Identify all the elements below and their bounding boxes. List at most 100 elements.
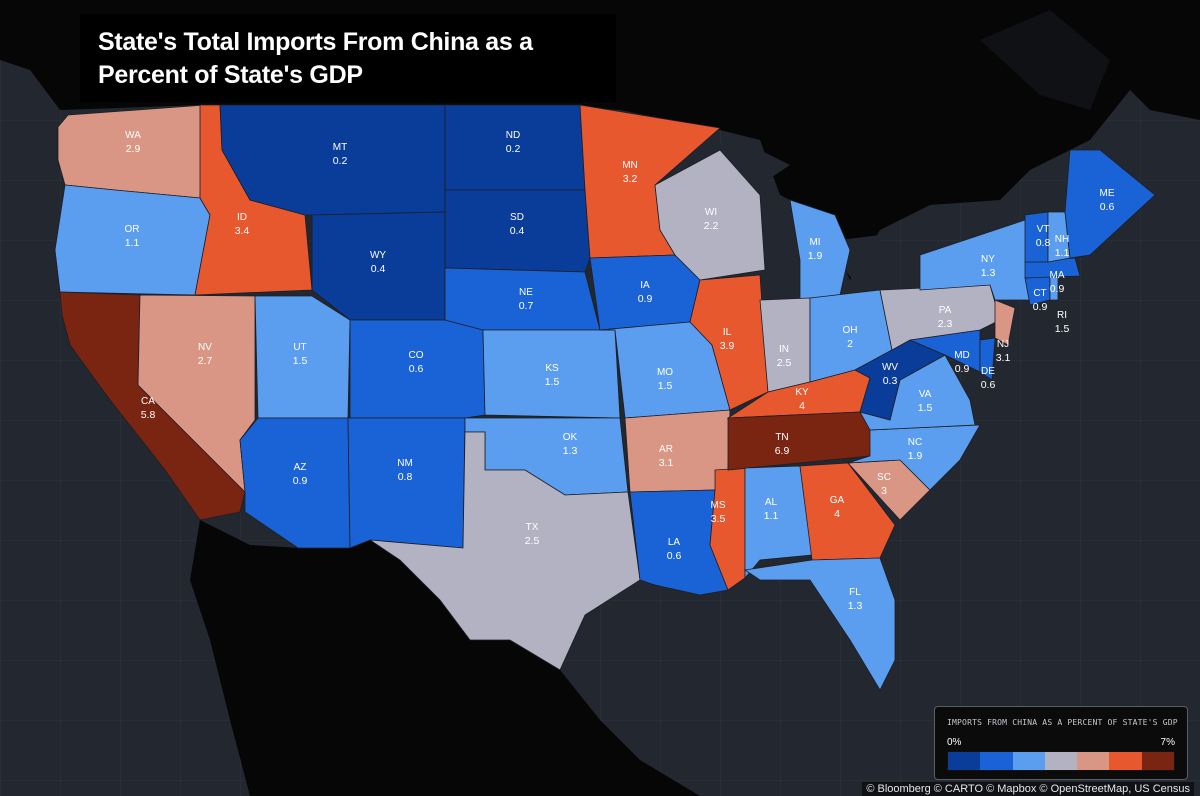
state-il[interactable] xyxy=(689,274,769,411)
state-code-label: NM xyxy=(397,458,413,469)
state-code-label: OR xyxy=(125,224,140,235)
map-attribution[interactable]: © Bloomberg © CARTO © Mapbox © OpenStree… xyxy=(862,782,1194,796)
legend-max-label: 7% xyxy=(1160,737,1175,748)
state-value-label: 0.2 xyxy=(506,143,521,155)
state-value-label: 0.8 xyxy=(398,471,413,483)
state-al[interactable] xyxy=(744,465,813,580)
state-nm[interactable] xyxy=(347,417,466,549)
state-code-label: AR xyxy=(659,444,673,455)
state-value-label: 1.5 xyxy=(918,402,933,414)
state-ut[interactable] xyxy=(254,295,351,419)
state-value-label: 0.9 xyxy=(955,363,970,375)
state-value-label: 0.4 xyxy=(510,225,525,237)
state-code-label: CT xyxy=(1033,288,1046,299)
state-code-label: MS xyxy=(711,500,726,511)
state-code-label: PA xyxy=(939,305,952,316)
state-value-label: 0.6 xyxy=(1100,201,1115,213)
state-fl[interactable] xyxy=(743,557,896,691)
state-ne[interactable] xyxy=(444,267,601,331)
state-code-label: IA xyxy=(640,280,650,291)
state-code-label: MD xyxy=(954,350,970,361)
state-ar[interactable] xyxy=(624,409,731,493)
state-me[interactable] xyxy=(1064,149,1156,259)
title-panel: State's Total Imports From China as a Pe… xyxy=(80,14,616,102)
state-value-label: 6.9 xyxy=(775,445,790,457)
state-code-label: RI xyxy=(1057,310,1067,321)
state-code-label: AZ xyxy=(294,462,307,473)
legend-title: IMPORTS FROM CHINA AS A PERCENT OF STATE… xyxy=(947,718,1178,727)
legend-swatch xyxy=(1109,752,1142,770)
state-value-label: 2.3 xyxy=(938,318,953,330)
state-value-label: 3 xyxy=(881,485,887,497)
state-value-label: 1.5 xyxy=(1055,323,1070,335)
state-code-label: MA xyxy=(1050,270,1065,281)
lake-michigan xyxy=(760,195,800,300)
legend-swatch xyxy=(1077,752,1110,770)
state-wi[interactable] xyxy=(654,149,766,281)
state-ga[interactable] xyxy=(799,462,896,561)
state-value-label: 4 xyxy=(834,508,840,520)
legend-swatch xyxy=(948,752,981,770)
state-code-label: OK xyxy=(563,432,578,443)
state-code-label: NE xyxy=(519,287,533,298)
state-code-label: FL xyxy=(849,587,861,598)
state-value-label: 0.9 xyxy=(1050,283,1065,295)
canada-island xyxy=(980,10,1110,110)
state-value-label: 0.9 xyxy=(638,293,653,305)
state-value-label: 3.1 xyxy=(996,352,1011,364)
state-value-label: 3.5 xyxy=(711,513,726,525)
state-value-label: 1.5 xyxy=(293,355,308,367)
state-code-label: UT xyxy=(293,342,306,353)
legend-color-ramp xyxy=(947,751,1175,771)
state-value-label: 1.1 xyxy=(764,510,779,522)
state-value-label: 0.7 xyxy=(519,300,534,312)
state-code-label: IL xyxy=(723,327,732,338)
state-de[interactable] xyxy=(979,337,996,381)
map-title: State's Total Imports From China as a Pe… xyxy=(98,28,533,89)
state-value-label: 2.5 xyxy=(525,535,540,547)
state-code-label: MO xyxy=(657,367,673,378)
state-ks[interactable] xyxy=(482,329,621,419)
state-nj[interactable] xyxy=(994,299,1016,346)
state-sd[interactable] xyxy=(444,189,591,273)
state-code-label: VA xyxy=(919,389,932,400)
state-code-label: MI xyxy=(809,237,820,248)
legend-swatch xyxy=(1044,752,1078,770)
state-value-label: 0.9 xyxy=(293,475,308,487)
state-value-label: 1.5 xyxy=(545,376,560,388)
state-value-label: 3.2 xyxy=(623,173,638,185)
state-value-label: 1.3 xyxy=(848,600,863,612)
state-value-label: 0.2 xyxy=(333,155,348,167)
state-value-label: 1.1 xyxy=(1055,247,1070,259)
legend-swatch xyxy=(1141,752,1174,770)
state-value-label: 3.1 xyxy=(659,457,674,469)
state-code-label: TN xyxy=(775,432,788,443)
state-code-label: OH xyxy=(843,325,858,336)
state-value-label: 3.4 xyxy=(235,225,250,237)
state-code-label: NY xyxy=(981,254,995,265)
state-value-label: 0.9 xyxy=(1033,301,1048,313)
state-code-label: NJ xyxy=(997,339,1009,350)
state-value-label: 3.9 xyxy=(720,340,735,352)
state-code-label: KY xyxy=(795,387,809,398)
state-value-label: 1.3 xyxy=(563,445,578,457)
state-value-label: 1.3 xyxy=(981,267,996,279)
mexico-landmass xyxy=(190,520,700,796)
state-value-label: 1.9 xyxy=(808,250,823,262)
state-tx[interactable] xyxy=(369,431,641,671)
state-value-label: 1.5 xyxy=(658,380,673,392)
state-code-label: WV xyxy=(882,362,898,373)
lake-huron xyxy=(840,235,885,290)
state-value-label: 4 xyxy=(799,400,805,412)
state-code-label: WA xyxy=(125,130,141,141)
state-nc[interactable] xyxy=(847,424,981,491)
state-code-label: SC xyxy=(877,472,891,483)
state-code-label: NH xyxy=(1055,234,1069,245)
state-value-label: 0.6 xyxy=(667,550,682,562)
state-code-label: SD xyxy=(510,212,524,223)
state-code-label: ND xyxy=(506,130,520,141)
state-code-label: CA xyxy=(141,396,155,407)
state-value-label: 2.7 xyxy=(198,355,213,367)
